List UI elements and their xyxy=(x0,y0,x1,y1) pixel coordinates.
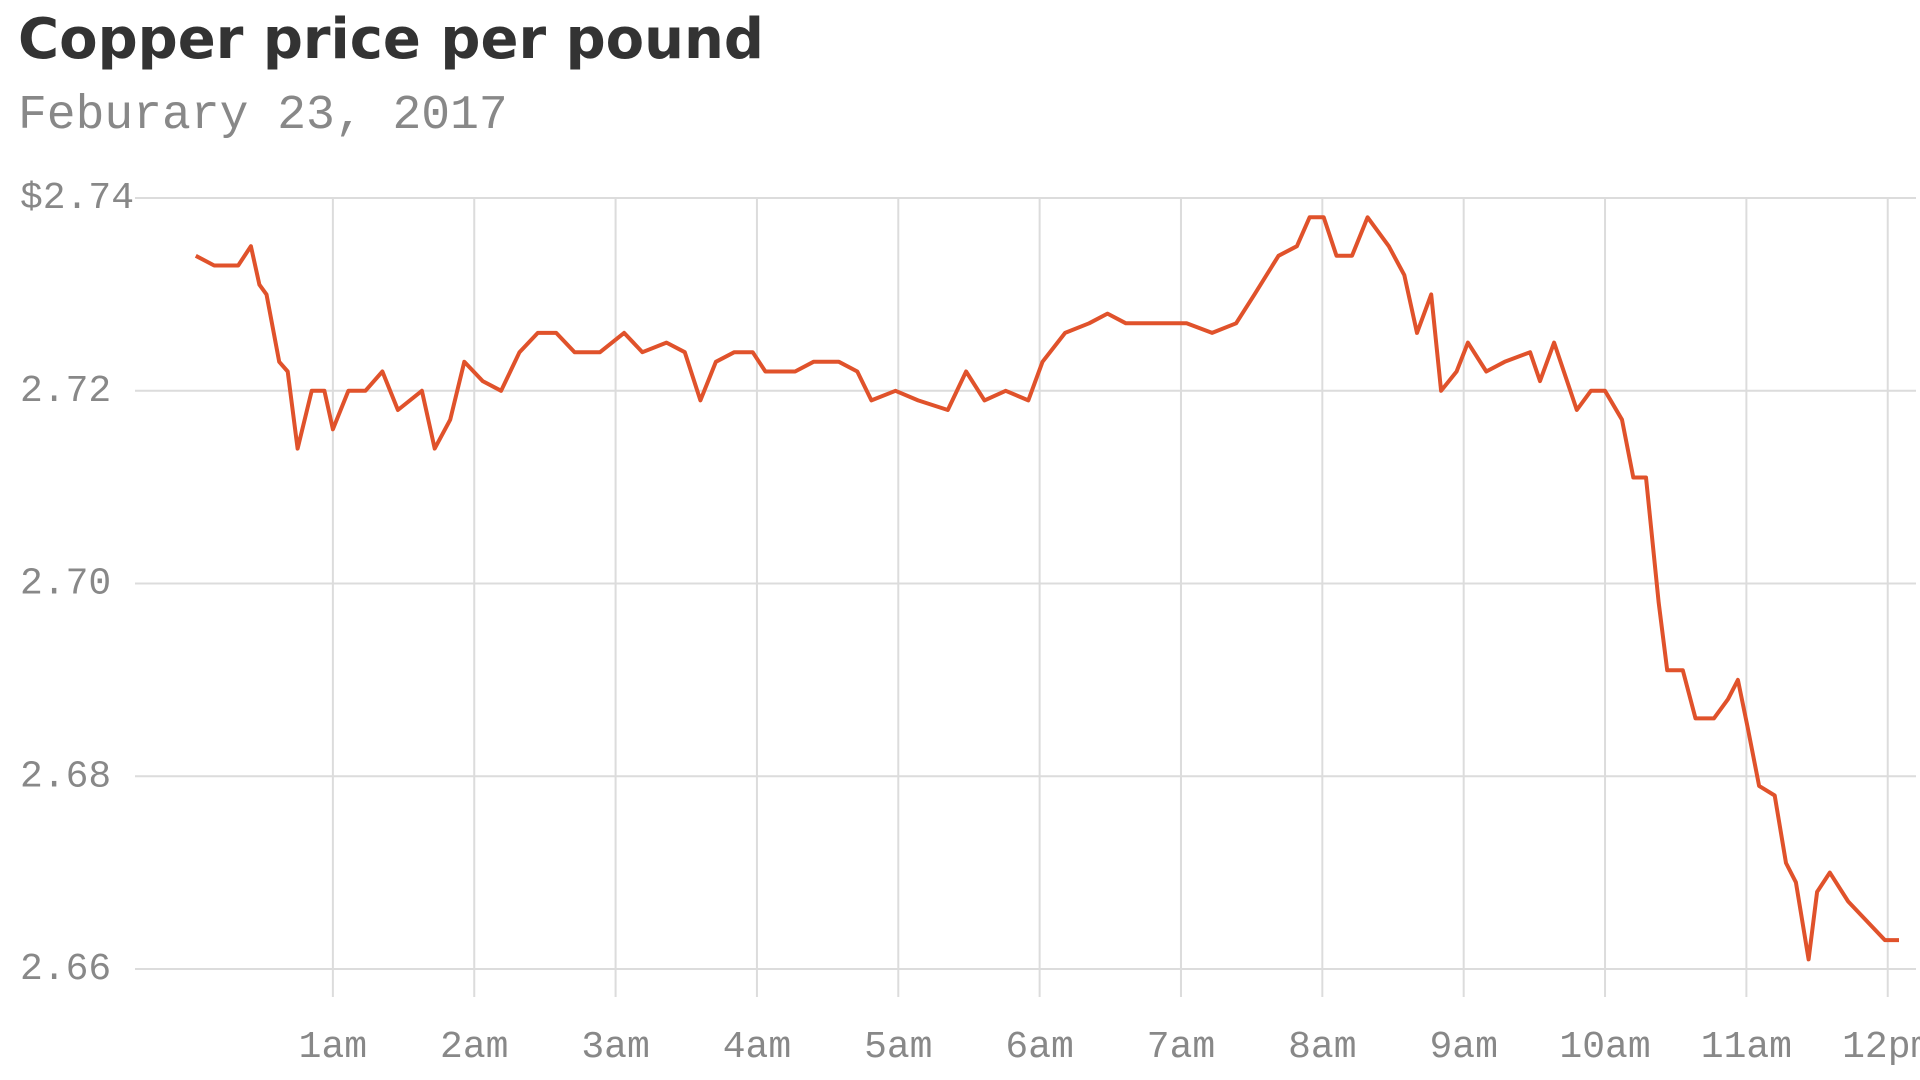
x-tick-label: 3am xyxy=(581,1026,649,1069)
x-tick-label: 8am xyxy=(1288,1026,1356,1069)
x-tick-label: 11am xyxy=(1701,1026,1792,1069)
x-tick-label: 5am xyxy=(864,1026,932,1069)
y-tick-label: 2.70 xyxy=(20,563,111,606)
y-tick-label: $2.74 xyxy=(20,177,134,220)
y-tick-label: 2.72 xyxy=(20,370,111,413)
price-line xyxy=(194,215,1899,962)
y-tick-label: 2.68 xyxy=(20,755,111,798)
chart-title: Copper price per pound xyxy=(18,7,764,72)
x-tick-label: 2am xyxy=(440,1026,508,1069)
x-tick-label: 4am xyxy=(723,1026,791,1069)
x-tick-label: 9am xyxy=(1429,1026,1497,1069)
x-tick-label: 1am xyxy=(299,1026,367,1069)
x-tick-label: 10am xyxy=(1559,1026,1650,1069)
x-tick-label: 6am xyxy=(1005,1026,1073,1069)
y-tick-label: 2.66 xyxy=(20,948,111,991)
x-tick-label: 12pm xyxy=(1842,1026,1920,1069)
chart-subtitle: Feburary 23, 2017 xyxy=(18,89,508,143)
x-tick-label: 7am xyxy=(1147,1026,1215,1069)
